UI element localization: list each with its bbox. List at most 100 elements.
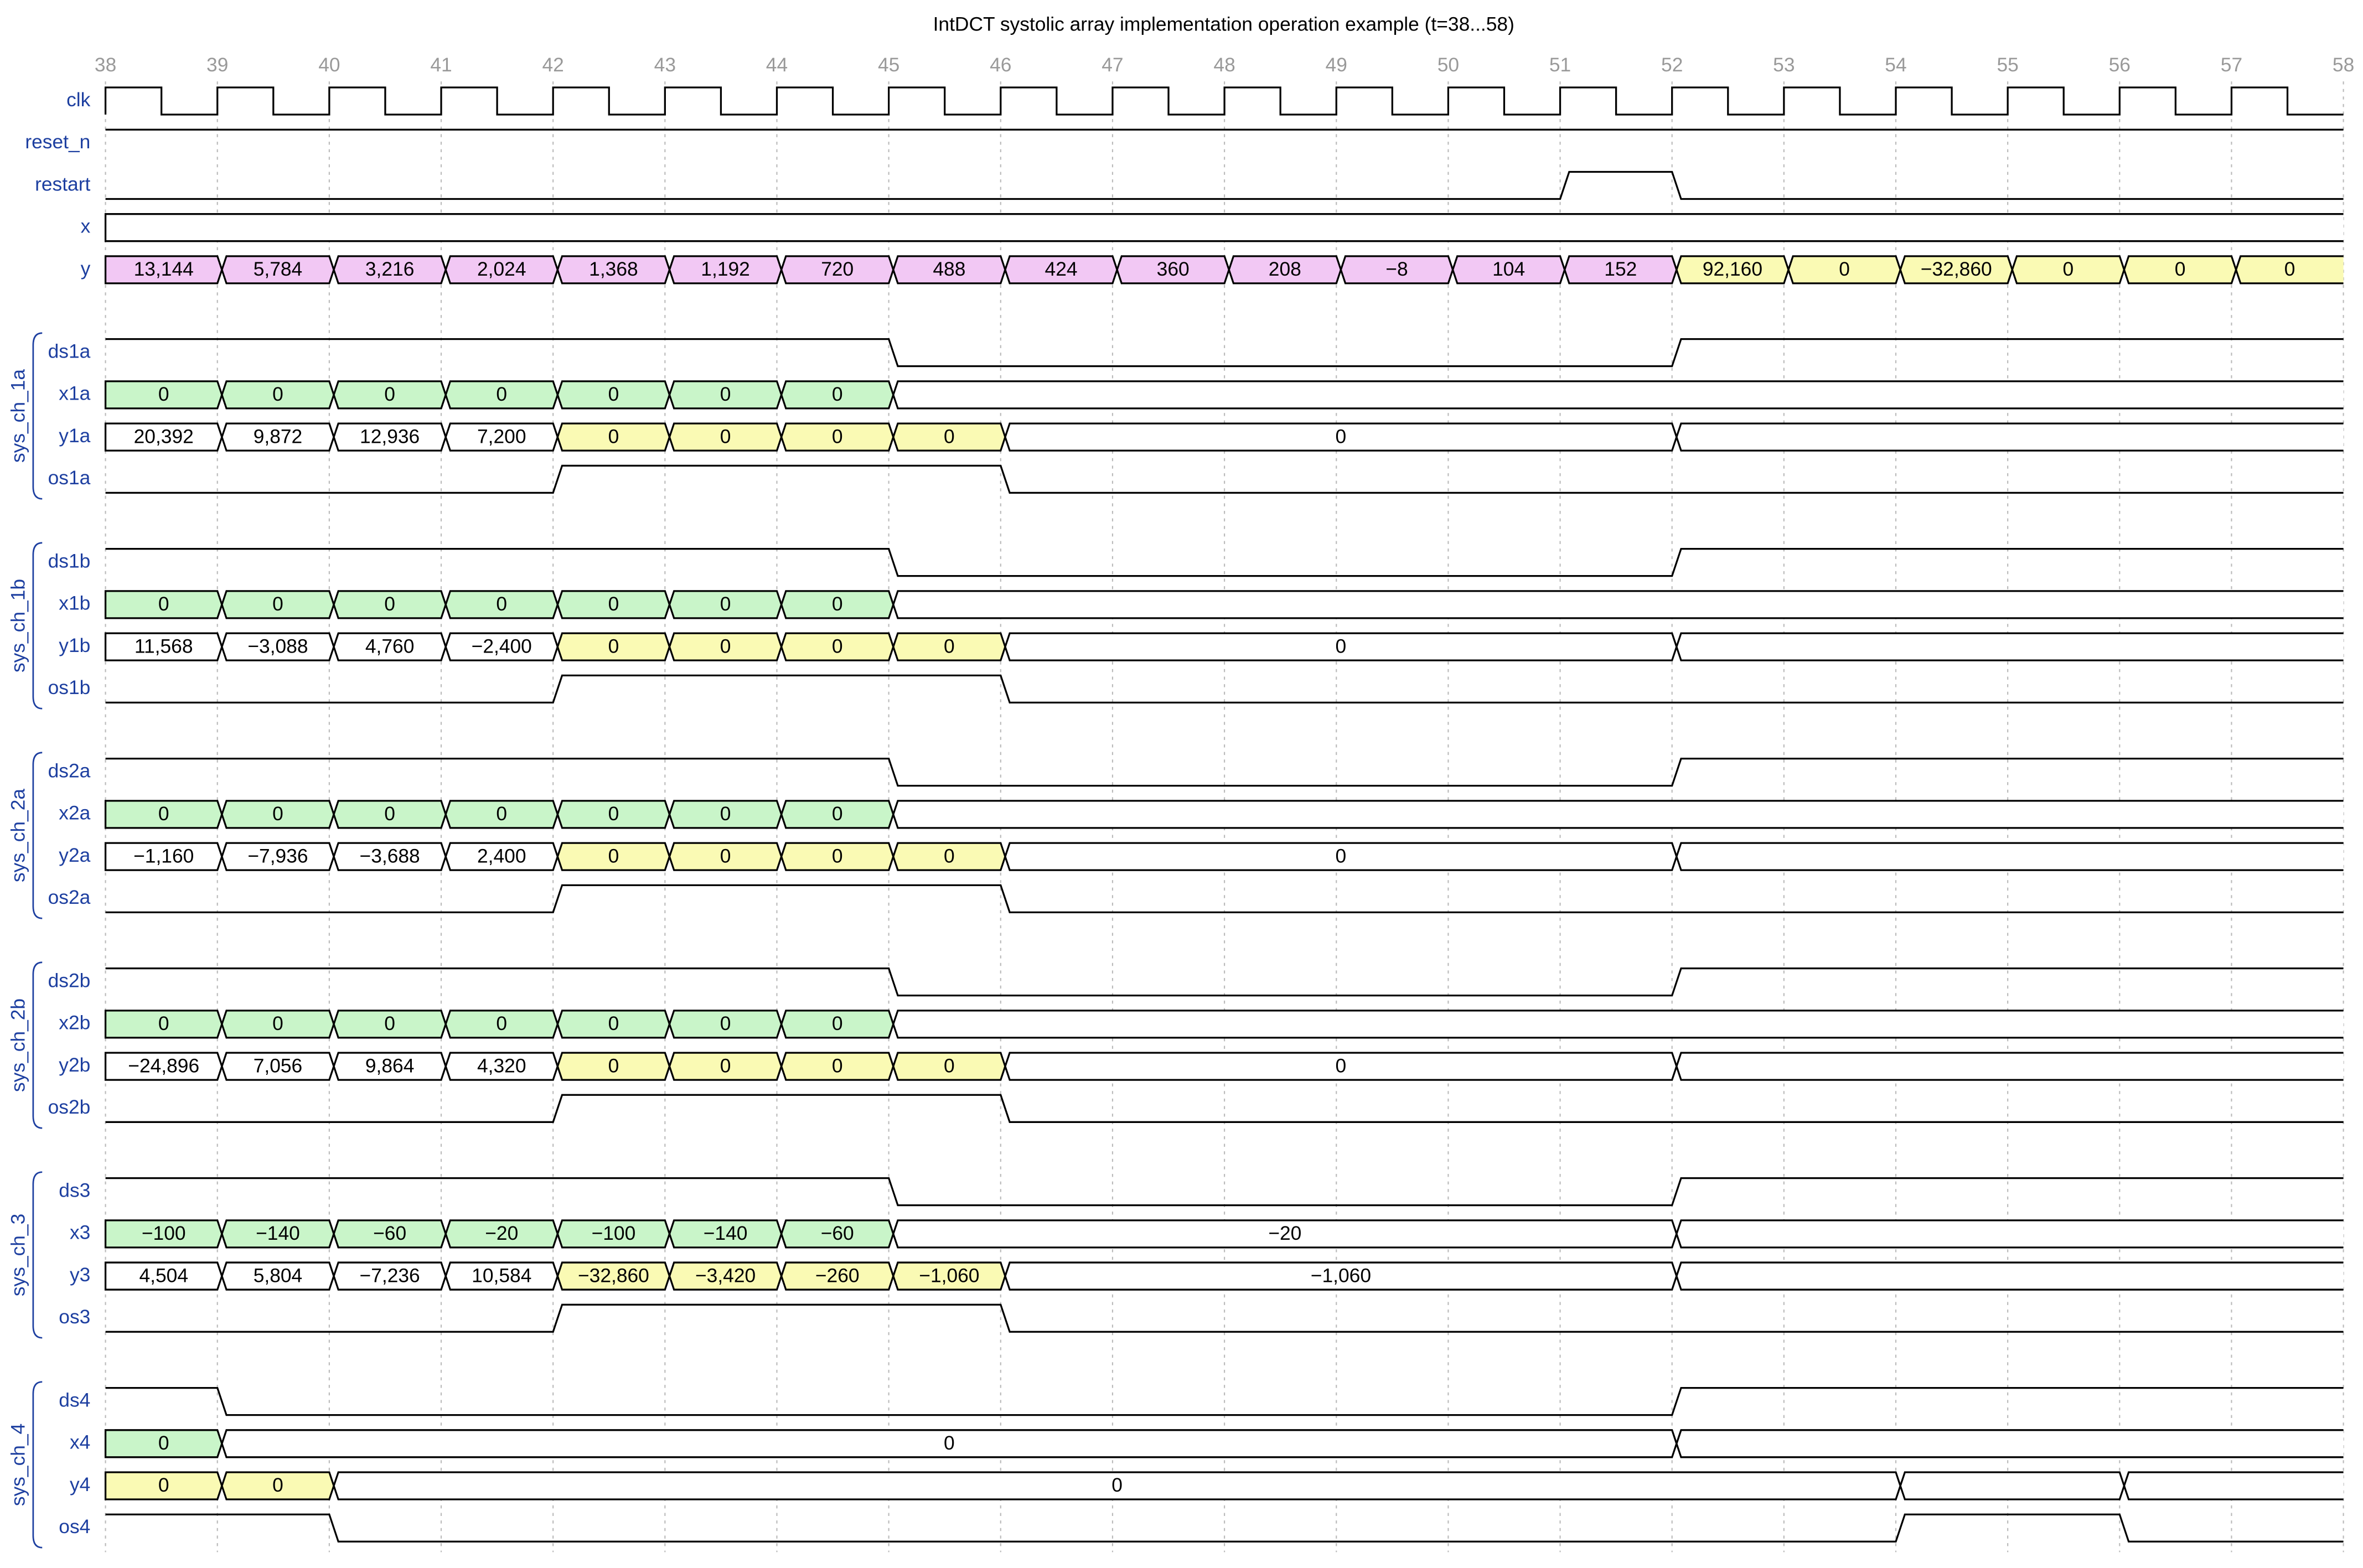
- group-label: sys_ch_1b: [8, 579, 29, 672]
- bus-outline: [333, 800, 447, 829]
- bus-outline: [2235, 255, 2344, 284]
- bus-value: −100: [142, 1223, 186, 1244]
- level-wave: [105, 674, 2344, 703]
- bus-outline: [1563, 255, 1678, 284]
- bus-outline: [1116, 255, 1230, 284]
- bus-outline: [221, 1219, 335, 1249]
- bus-fill: [446, 633, 558, 661]
- title: IntDCT systolic array implementation ope…: [933, 14, 1514, 35]
- bus-fill: [1452, 256, 1565, 283]
- bus-outline: [892, 632, 1006, 661]
- bus-fill: [446, 1053, 558, 1080]
- signal-name: y4: [70, 1474, 90, 1495]
- bus-fill: [221, 381, 334, 408]
- bus-fill: [334, 1472, 1901, 1500]
- bus-outline: [221, 1261, 335, 1291]
- bus-fill: [334, 1220, 446, 1248]
- time-tick-label: 42: [542, 54, 564, 76]
- bus-value: 0: [158, 803, 169, 825]
- bus-outline: [221, 590, 335, 619]
- bus-outline: [221, 842, 335, 871]
- bus-value: −3,420: [695, 1265, 756, 1286]
- bus-outline: [104, 1010, 223, 1039]
- bus-outline: [221, 800, 335, 829]
- bus-outline: [104, 590, 223, 619]
- group-brace: [32, 1171, 43, 1339]
- bus-value: 9,864: [365, 1055, 415, 1077]
- bus-value: 1,368: [589, 258, 638, 280]
- level-wave: [105, 1177, 2344, 1207]
- bus-fill: [557, 633, 670, 661]
- bus-outline: [556, 255, 671, 284]
- bus-outline: [892, 590, 2344, 619]
- time-tick-label: 52: [1661, 54, 1683, 76]
- bus-value: 92,160: [1703, 258, 1762, 280]
- bus-fill: [781, 1053, 893, 1080]
- bus-outline: [780, 1052, 894, 1081]
- bus-fill: [557, 381, 670, 408]
- bus-value: −7,236: [360, 1265, 420, 1286]
- bus-outline: [668, 800, 783, 829]
- bus-fill: [669, 591, 782, 618]
- bus-outline: [1899, 1471, 2126, 1500]
- bus-value: 0: [832, 803, 843, 825]
- bus-outline: [333, 632, 447, 661]
- bus-outline: [444, 842, 559, 871]
- bus-fill: [446, 843, 558, 871]
- signal-name: os1b: [48, 677, 91, 698]
- bus-value: −1,060: [1311, 1265, 1371, 1286]
- bus-outline: [556, 632, 671, 661]
- bus-fill: [781, 1262, 893, 1290]
- signal-name: os4: [59, 1516, 90, 1538]
- bus-fill: [334, 256, 446, 283]
- group-label: sys_ch_2a: [8, 789, 29, 882]
- group-brace: [32, 542, 43, 710]
- bus-outline: [444, 1010, 559, 1039]
- bus-fill: [893, 381, 2344, 408]
- bus-fill: [781, 1220, 893, 1248]
- bus-fill: [334, 633, 446, 661]
- bus-value: −32,860: [1921, 258, 1992, 280]
- bus-outline: [780, 1010, 894, 1039]
- signal-name: os2b: [48, 1096, 91, 1118]
- bus-outline: [2123, 1471, 2344, 1500]
- bus-value: −7,936: [247, 845, 308, 867]
- bus-fill: [893, 423, 1005, 451]
- bus-value: 0: [608, 1013, 619, 1034]
- bus-fill: [105, 1430, 222, 1457]
- bus-value: 0: [272, 1013, 283, 1034]
- signal-name: x4: [70, 1432, 90, 1453]
- bus-outline: [333, 1261, 447, 1291]
- bus-outline: [1004, 1261, 1678, 1291]
- bus-value: 0: [608, 426, 619, 447]
- bus-fill: [669, 423, 782, 451]
- bus-fill: [1676, 1262, 2344, 1290]
- bus-value: −1,160: [133, 845, 194, 867]
- bus-value: 0: [944, 1432, 955, 1454]
- bus-fill: [105, 214, 2344, 241]
- bus-outline: [444, 1052, 559, 1081]
- bus-fill: [1676, 843, 2344, 871]
- bus-fill: [669, 633, 782, 661]
- bus-outline: [892, 1052, 1006, 1081]
- bus-fill: [105, 843, 222, 871]
- bus-value: 208: [1269, 258, 1301, 280]
- bus-value: 0: [158, 384, 169, 405]
- bus-fill: [2236, 256, 2344, 283]
- time-tick-label: 55: [1997, 54, 2018, 76]
- bus-value: 4,504: [139, 1265, 188, 1286]
- bus-outline: [780, 255, 894, 284]
- bus-outline: [780, 1219, 894, 1249]
- bus-value: 0: [720, 384, 731, 405]
- bus-value: 0: [1336, 426, 1347, 447]
- bus-value: 0: [272, 593, 283, 615]
- bus-value: 0: [496, 803, 507, 825]
- bus-value: 0: [1336, 635, 1347, 657]
- bus-outline: [444, 255, 559, 284]
- bus-value: −60: [821, 1223, 854, 1244]
- bus-value: 0: [496, 593, 507, 615]
- bus-outline: [668, 255, 783, 284]
- time-tick-label: 47: [1102, 54, 1123, 76]
- bus-outline: [668, 1219, 783, 1249]
